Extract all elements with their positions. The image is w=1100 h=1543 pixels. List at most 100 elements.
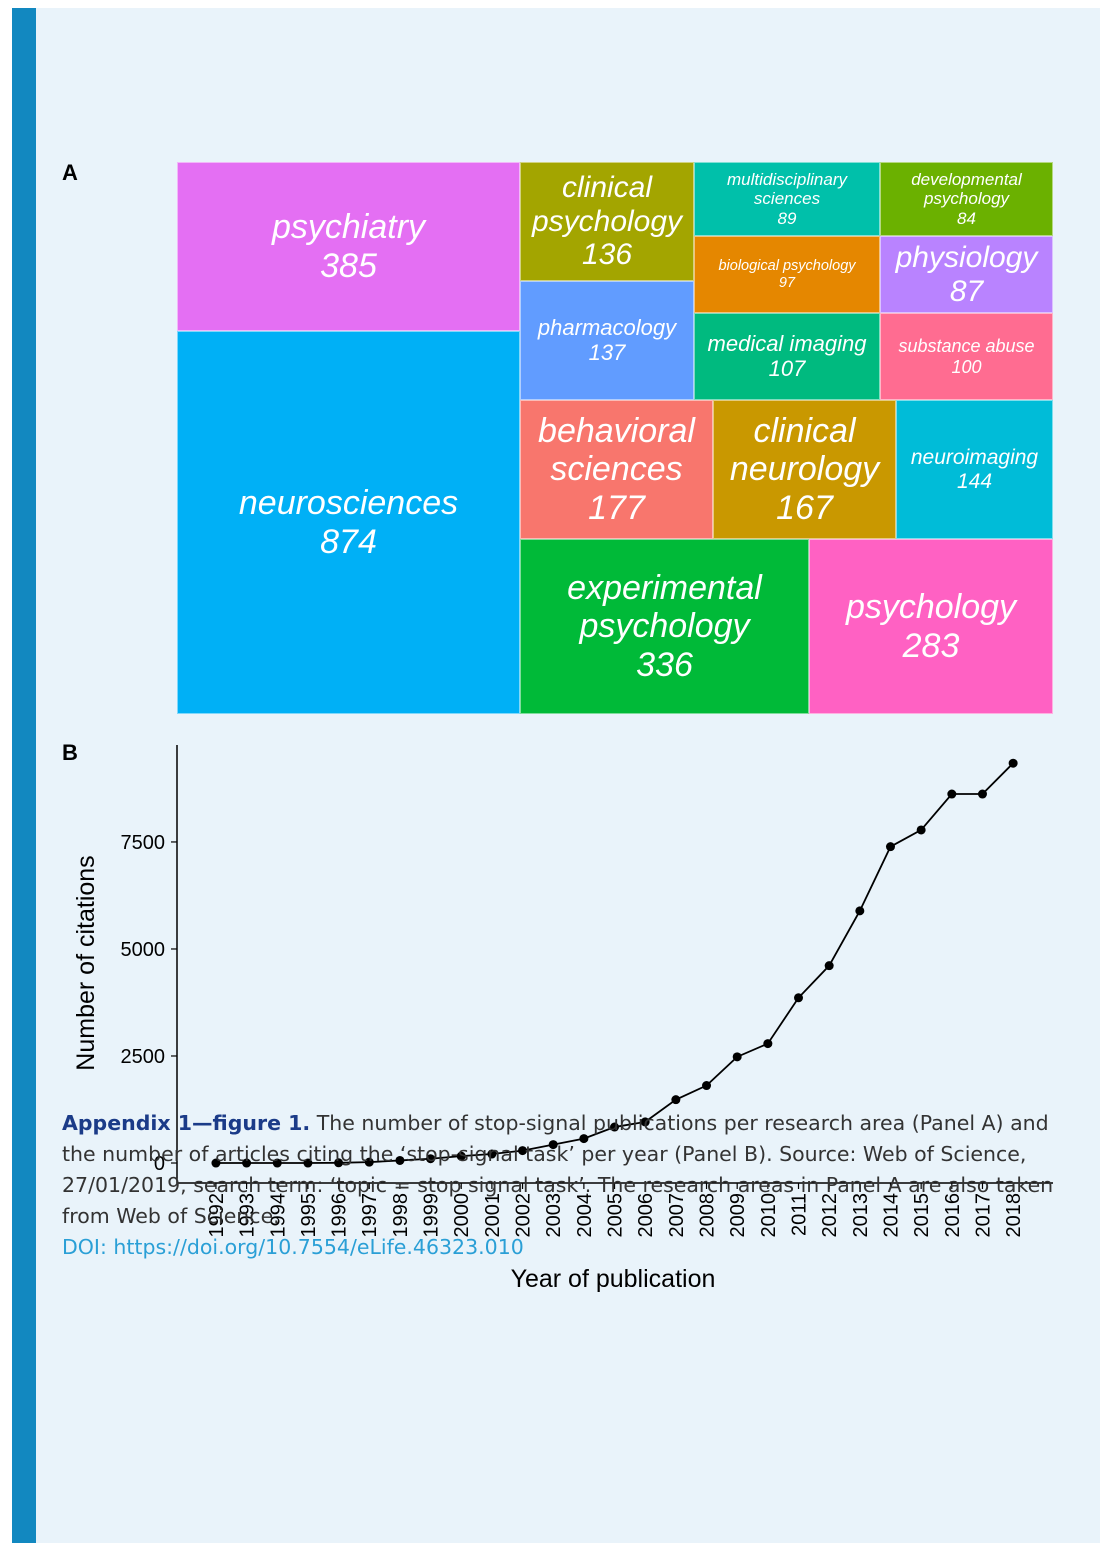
x-tick-label: 1999 — [421, 1193, 443, 1238]
x-axis-title: Year of publication — [511, 1265, 716, 1293]
tile-name: psychiatry — [271, 208, 426, 247]
point — [242, 1158, 252, 1168]
tile-name: biological psychology — [718, 258, 856, 275]
x-tick-label: 1998 — [390, 1193, 412, 1238]
point — [794, 993, 804, 1003]
x-tick-label: 1994 — [267, 1193, 289, 1238]
x-tick-label: 2016 — [942, 1193, 964, 1238]
x-tick-label: 1992 — [206, 1193, 228, 1238]
point — [334, 1158, 344, 1168]
y-tick-label: 2500 — [121, 1046, 166, 1068]
x-tick-label: 2014 — [880, 1193, 902, 1238]
point — [947, 789, 957, 799]
treemap-tile: psychology 283 — [809, 539, 1053, 714]
point — [303, 1158, 313, 1168]
line — [215, 762, 1014, 1164]
tile-name: physiology — [895, 240, 1038, 274]
point — [579, 1134, 589, 1144]
tile-value: 336 — [636, 645, 693, 684]
tile-value: 144 — [956, 469, 993, 493]
tile-value: 100 — [951, 356, 982, 377]
x-tick-label: 2008 — [697, 1193, 719, 1238]
caption: Appendix 1—figure 1. The number of stop-… — [62, 1108, 1072, 1263]
treemap-tile: psychiatry 385 — [177, 162, 520, 331]
tile-value: 177 — [588, 488, 645, 527]
caption-text: The number of stop-signal publications p… — [62, 1111, 1054, 1228]
x-tick-label: 2017 — [972, 1193, 994, 1238]
tile-name: developmental psychology — [911, 170, 1022, 209]
point — [977, 789, 987, 799]
tile-value: 136 — [581, 238, 633, 272]
tile-value: 89 — [777, 208, 797, 228]
point — [364, 1157, 374, 1167]
x-tick-label: 2005 — [605, 1193, 627, 1238]
tile-value: 385 — [320, 246, 377, 285]
tile-name: clinical psychology — [531, 170, 683, 238]
x-tick-label: 1996 — [329, 1193, 351, 1238]
x-tick-label: 2000 — [451, 1193, 473, 1238]
tile-value: 167 — [776, 488, 833, 527]
x-tick-label: 2015 — [911, 1193, 933, 1238]
y-tick-label: 5000 — [121, 939, 166, 961]
x-tick-label: 2012 — [819, 1193, 841, 1238]
point — [640, 1117, 650, 1127]
point — [548, 1140, 558, 1150]
panel-label: B — [62, 740, 78, 765]
point — [487, 1149, 497, 1159]
tile-name: behavioral sciences — [538, 411, 695, 489]
point — [518, 1146, 528, 1156]
x-tick-label: 2004 — [574, 1193, 596, 1238]
tile-value: 84 — [957, 208, 976, 228]
x-tick-label: 1997 — [359, 1193, 381, 1238]
x-tick-label: 2007 — [666, 1193, 688, 1238]
tile-value: 137 — [588, 339, 626, 365]
tile-name: multidisciplinary sciences — [727, 170, 847, 209]
point — [916, 825, 926, 835]
tile-name: experimental psychology — [567, 568, 762, 646]
y-tick-label: 0 — [154, 1153, 165, 1175]
tile-value: 97 — [778, 274, 796, 291]
point — [456, 1151, 466, 1161]
x-tick-label: 2002 — [513, 1193, 535, 1238]
panel-label: A — [62, 160, 78, 185]
treemap-tile: clinical psychology 136 — [520, 162, 694, 281]
point — [395, 1155, 405, 1165]
point — [211, 1158, 221, 1168]
x-tick-label: 1995 — [298, 1193, 320, 1238]
tile-name: neuroimaging — [910, 445, 1039, 469]
tile-name: medical imaging — [707, 330, 867, 356]
tile-name: clinical neurology — [729, 411, 880, 489]
x-tick-label: 2018 — [1003, 1193, 1025, 1238]
point — [824, 961, 834, 971]
treemap-tile: neurosciences 874 — [177, 331, 520, 714]
treemap-tile: physiology 87 — [880, 236, 1053, 313]
treemap-tile: multidisciplinary sciences 89 — [694, 162, 880, 236]
x-tick-label: 2013 — [850, 1193, 872, 1238]
point — [426, 1154, 436, 1164]
x-tick-label: 2009 — [727, 1193, 749, 1238]
tile-name: psychology — [845, 588, 1017, 627]
treemap-tile: developmental psychology 84 — [880, 162, 1053, 236]
x-tick-label: 2003 — [543, 1193, 565, 1238]
tile-name: substance abuse — [898, 336, 1035, 357]
treemap-tile: pharmacology 137 — [520, 281, 694, 400]
point — [732, 1052, 742, 1062]
side-bar — [12, 8, 36, 1543]
x-tick-label: 2011 — [789, 1193, 811, 1236]
treemap-tile: clinical neurology 167 — [713, 400, 896, 539]
treemap-tile: neuroimaging 144 — [896, 400, 1053, 539]
point — [272, 1158, 282, 1168]
caption-label: Appendix 1—figure 1. — [62, 1111, 311, 1135]
treemap-tile: substance abuse 100 — [880, 313, 1053, 400]
tile-value: 107 — [768, 355, 806, 381]
point — [1008, 758, 1018, 768]
x-tick-label: 2001 — [482, 1193, 504, 1238]
tile-name: neurosciences — [238, 484, 459, 523]
tile-value: 283 — [902, 626, 960, 665]
point — [855, 906, 865, 916]
x-tick-label: 1993 — [237, 1193, 259, 1238]
point — [610, 1122, 620, 1132]
point — [885, 842, 895, 852]
tile-value: 87 — [949, 274, 984, 308]
